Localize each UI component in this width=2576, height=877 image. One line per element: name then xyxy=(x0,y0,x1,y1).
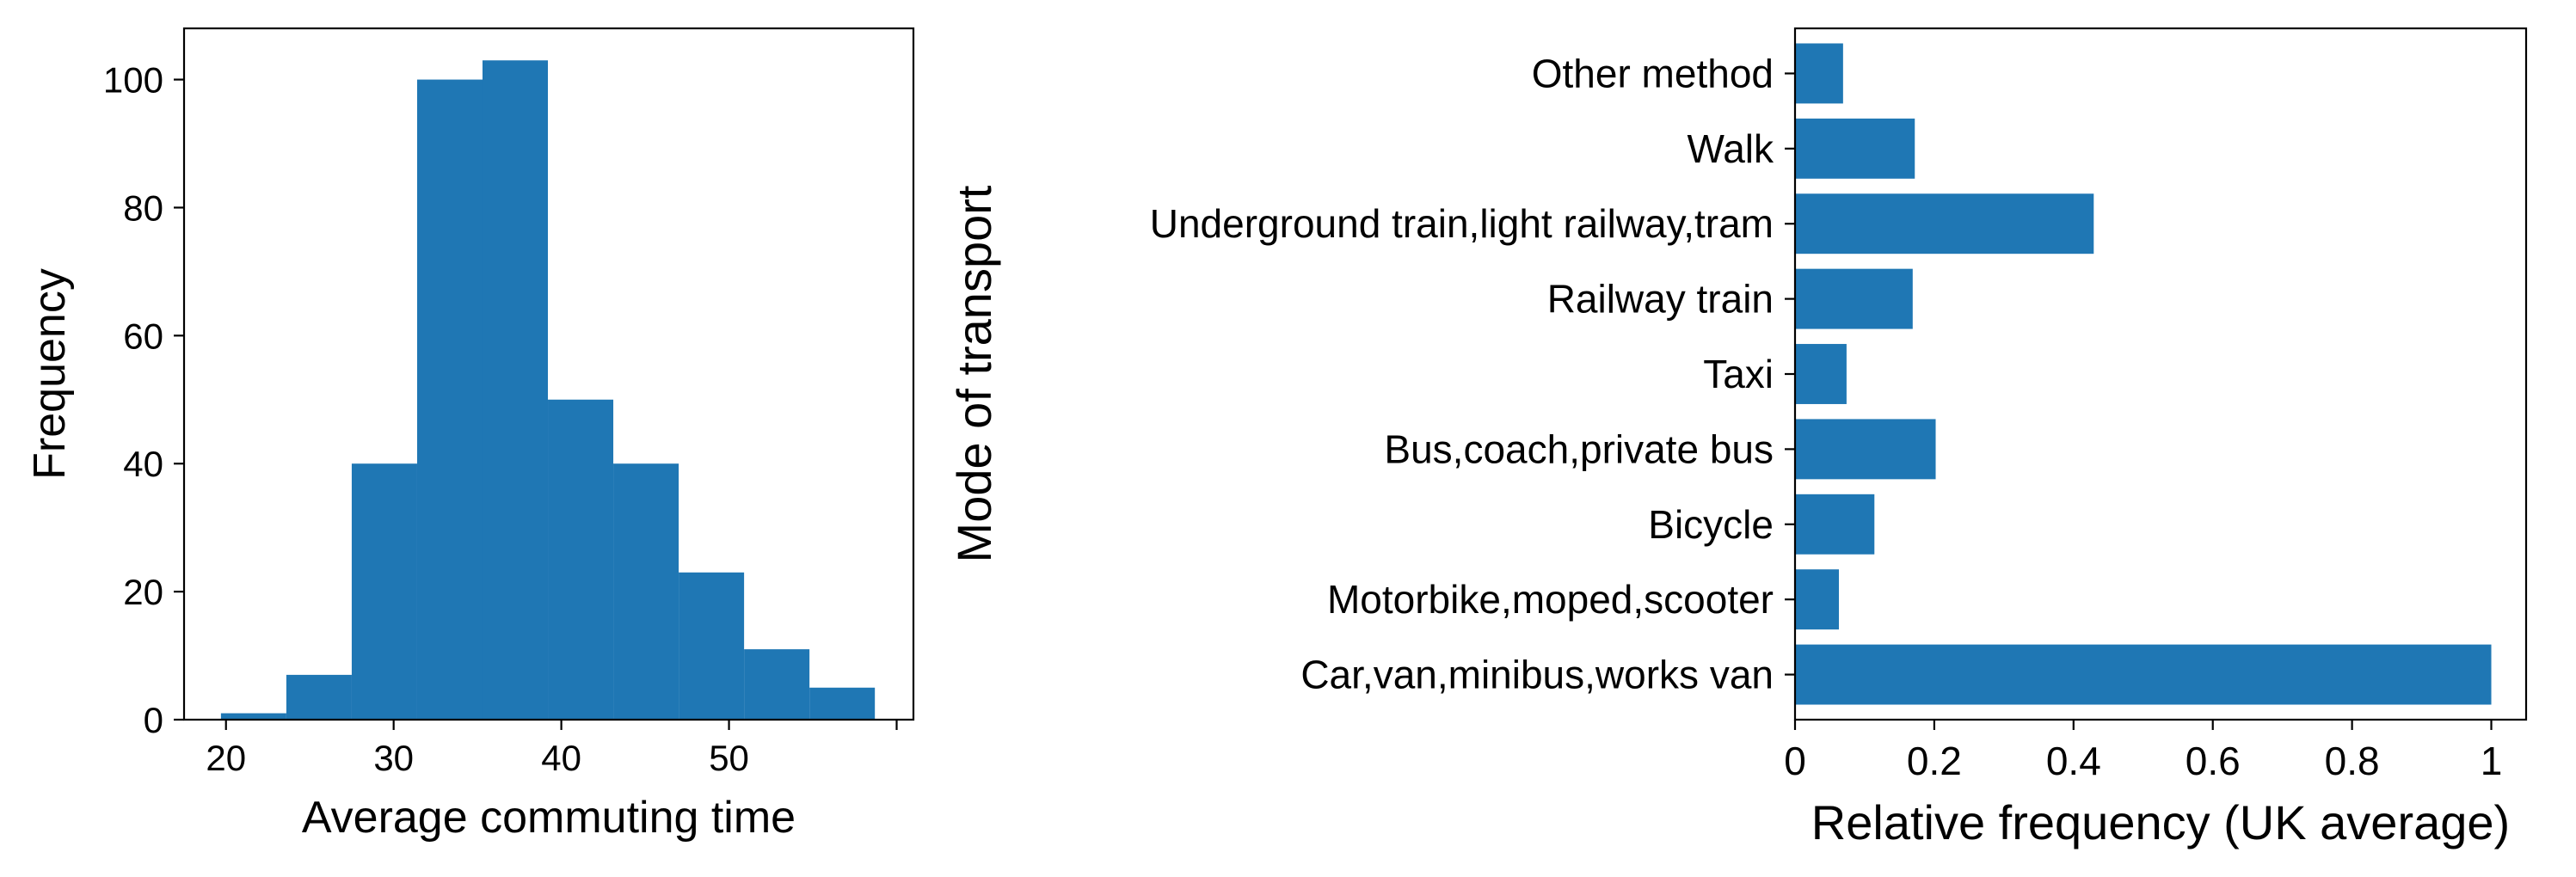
histogram-bar xyxy=(416,79,483,721)
histogram-bar xyxy=(482,60,549,720)
transport-category-label: Other method xyxy=(1532,51,1774,95)
transport-bar xyxy=(1795,118,1915,179)
transport-category-label: Bicycle xyxy=(1648,502,1774,547)
transport-x-tick-label: 0.8 xyxy=(2325,739,2380,783)
transport-y-axis-label: Mode of transport xyxy=(947,185,1001,562)
histogram-bar xyxy=(548,399,614,720)
histogram-y-tick-label: 40 xyxy=(123,444,163,484)
transport-category-label: Car,van,minibus,works van xyxy=(1300,653,1774,697)
histogram-bars xyxy=(220,60,876,721)
transport-x-tick-label: 0.6 xyxy=(2186,739,2241,783)
histogram-y-tick-label: 20 xyxy=(123,572,163,612)
histogram-y-tick-label: 100 xyxy=(103,60,163,101)
histogram-bar xyxy=(286,674,352,720)
histogram-y-tick-label: 60 xyxy=(123,316,163,356)
transport-category-label: Walk xyxy=(1687,126,1774,171)
histogram-bar xyxy=(613,463,679,720)
histogram-x-tick-label: 40 xyxy=(541,738,581,778)
histogram-y-tick-label: 0 xyxy=(144,700,163,740)
histogram-axes-frame xyxy=(182,27,915,721)
transport-x-ticks: 0 0.2 0.4 0.6 0.8 1 xyxy=(1784,720,2502,783)
transport-category-ticks: Car,van,minibus,works van Motorbike,moped… xyxy=(1150,51,1795,697)
transport-category-label: Underground train,light railway,tram xyxy=(1150,201,1774,246)
transport-bar xyxy=(1795,43,1843,104)
histogram-y-tick-label: 80 xyxy=(123,187,163,228)
transport-x-axis-label: Relative frequency (UK average) xyxy=(1811,795,2510,849)
transport-bars xyxy=(1795,43,2492,705)
transport-bar xyxy=(1795,344,1847,404)
transport-category-label: Taxi xyxy=(1703,352,1774,396)
transport-bar xyxy=(1795,193,2094,255)
transport-category-label: Motorbike,moped,scooter xyxy=(1327,577,1774,622)
transport-x-tick-label: 0 xyxy=(1784,739,1806,783)
histogram-bar xyxy=(809,687,876,720)
histogram-x-tick-label: 50 xyxy=(709,738,749,778)
transport-bar xyxy=(1795,569,1839,630)
histogram-x-ticks: 20 30 40 50 xyxy=(206,720,898,778)
histogram-bar xyxy=(744,649,810,720)
histogram-y-ticks: 0 20 40 60 80 100 xyxy=(103,60,184,740)
histogram-x-tick-label: 20 xyxy=(206,738,246,778)
histogram-bar xyxy=(220,713,286,720)
transport-x-tick-label: 0.2 xyxy=(1907,739,1962,783)
transport-x-tick-label: 0.4 xyxy=(2046,739,2101,783)
transport-bar xyxy=(1795,268,1913,329)
histogram-bar xyxy=(679,572,745,720)
histogram-bar xyxy=(351,463,417,720)
histogram-chart: 20 30 40 50 0 20 40 60 80 100 Average commuting … xyxy=(25,27,915,843)
transport-x-tick-label: 1 xyxy=(2481,739,2503,783)
histogram-x-axis-label: Average commuting time xyxy=(302,793,796,843)
histogram-y-axis-label: Frequency xyxy=(25,268,75,480)
transport-bar xyxy=(1795,494,1875,555)
transport-bar xyxy=(1795,644,2492,705)
transport-bar xyxy=(1795,419,1936,480)
transport-bar-chart: 0 0.2 0.4 0.6 0.8 1 Car,van,minibus,works van… xyxy=(947,27,2528,849)
transport-category-label: Bus,coach,private bus xyxy=(1384,426,1774,471)
histogram-x-tick-label: 30 xyxy=(373,738,414,778)
transport-category-label: Railway train xyxy=(1547,277,1774,322)
